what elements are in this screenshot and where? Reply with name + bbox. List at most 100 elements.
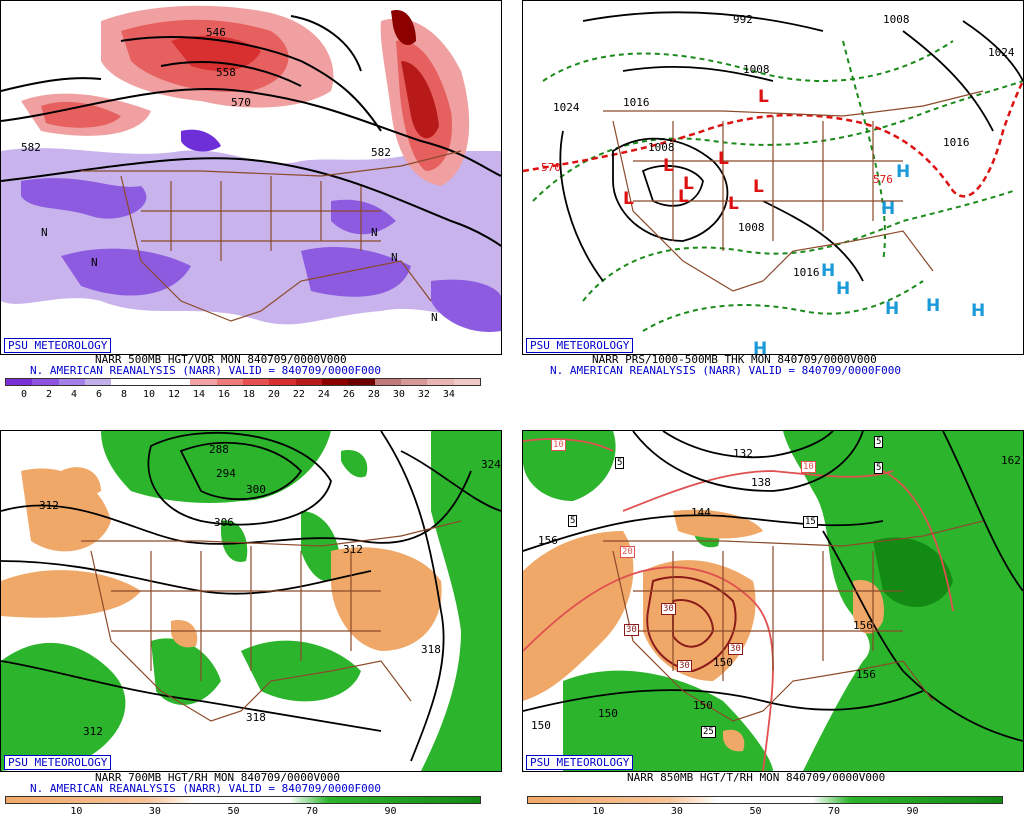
colorbar-tick-label: 2 <box>46 389 53 400</box>
high-pressure-marker: H <box>753 339 768 355</box>
colorbar-swatch <box>348 379 375 385</box>
high-pressure-marker: H <box>881 199 896 219</box>
isobar-label-992: 992 <box>733 13 753 26</box>
chart-title: NARR 850MB HGT/T/RH MON 840709/0000V000 <box>627 771 886 784</box>
high-pressure-marker: H <box>821 261 836 281</box>
height-label-312: 312 <box>343 543 363 556</box>
colorbar-swatch <box>32 379 59 385</box>
height-label-318: 318 <box>421 643 441 656</box>
height-label-288: 288 <box>209 443 229 456</box>
high-pressure-marker: H <box>896 162 911 182</box>
colorbar-tick-label: 30 <box>670 806 683 817</box>
chart-subtitle: N. AMERICAN REANALYSIS (NARR) VALID = 84… <box>30 364 381 377</box>
temp-label-box: 20 <box>620 546 635 558</box>
colorbar-swatch <box>453 379 480 385</box>
contour-label-582: 582 <box>21 141 41 154</box>
temp-label-box: 30 <box>624 624 639 636</box>
height-label-306: 306 <box>214 516 234 529</box>
psu-meteorology-badge: PSU METEOROLOGY <box>4 755 112 770</box>
colorbar-tick-label: 30 <box>148 806 161 817</box>
height-label-138: 138 <box>751 476 771 489</box>
vorticity-colorbar <box>5 378 481 386</box>
low-pressure-marker: L <box>678 187 689 207</box>
isobar-label-1008: 1008 <box>743 63 770 76</box>
high-pressure-marker: H <box>836 279 851 299</box>
low-pressure-marker: L <box>753 177 764 197</box>
height-label-156: 156 <box>856 668 876 681</box>
colorbar-tick-label: 28 <box>367 389 380 400</box>
vorticity-colorbar-ticks: 0 2 4 6 8 10 12 14 16 18 20 22 24 26 28 30 32 34 <box>5 389 481 401</box>
temp-label-box: 30 <box>661 603 676 615</box>
high-pressure-marker: H <box>926 296 941 316</box>
colorbar-tick-label: 10 <box>592 806 605 817</box>
colorbar-tick-label: 70 <box>305 806 319 817</box>
colorbar-swatch <box>321 379 349 385</box>
height-label-312: 312 <box>83 725 103 738</box>
height-label-132: 132 <box>733 447 753 460</box>
colorbar-tick-label: 12 <box>167 389 180 400</box>
map-850mb-temp-rh: 132 138 144 156 150 150 156 156 150 162 … <box>522 430 1024 772</box>
height-label-294: 294 <box>216 467 236 480</box>
low-pressure-marker: L <box>758 87 769 107</box>
temp-label-box: 25 <box>701 726 716 738</box>
colorbar-tick-label: 90 <box>384 806 397 817</box>
temp-label-box: 30 <box>728 643 743 655</box>
isobar-label-1016: 1016 <box>793 266 820 279</box>
colorbar-swatch <box>6 379 33 385</box>
colorbar-swatch <box>242 379 270 385</box>
colorbar-tick-label: 0 <box>21 389 28 400</box>
height-label-162: 162 <box>1001 454 1021 467</box>
colorbar-tick-label: 30 <box>392 389 405 400</box>
chart-subtitle: N. AMERICAN REANALYSIS (NARR) VALID = 84… <box>550 364 901 377</box>
colorbar-tick-label: 32 <box>417 389 430 400</box>
colorbar-swatch <box>58 379 85 385</box>
rh-colorbar <box>5 796 481 804</box>
thickness-label-576: 576 <box>873 173 893 186</box>
colorbar-tick-label: 34 <box>442 389 455 400</box>
colorbar-tick-label: 10 <box>142 389 156 400</box>
low-pressure-marker: L <box>718 149 729 169</box>
height-label-156: 156 <box>538 534 558 547</box>
high-pressure-marker: H <box>885 299 900 319</box>
chart-title: NARR PRS/1000-500MB THK MON 840709/0000V… <box>592 353 877 366</box>
high-pressure-marker: H <box>971 301 986 321</box>
colorbar-tick-label: 6 <box>95 389 103 400</box>
colorbar-tick-label: 50 <box>749 806 762 817</box>
height-label-312: 312 <box>39 499 59 512</box>
temp-label-box: 10 <box>551 439 566 451</box>
temp-rh-850-map-graphic: 132 138 144 156 150 150 156 156 150 162 … <box>523 431 1023 771</box>
vorticity-map-graphic: 546 558 570 582 582 N N N N N <box>1 5 501 332</box>
colorbar-tick-label: 14 <box>192 389 205 400</box>
vort-min-marker: N <box>371 226 378 239</box>
colorbar-tick-label: 16 <box>217 389 230 400</box>
colorbar-swatch <box>374 379 401 385</box>
colorbar-swatch <box>427 379 454 385</box>
vort-min-marker: N <box>431 311 438 324</box>
map-700mb-rh: 288 294 300 306 312 312 318 318 324 312 … <box>0 430 502 772</box>
colorbar-tick-label: 70 <box>827 806 841 817</box>
height-label-144: 144 <box>691 506 711 519</box>
map-mslp-thickness: 992 1008 1008 1024 1024 1016 1008 1008 1… <box>522 0 1024 355</box>
colorbar-swatch <box>400 379 428 385</box>
colorbar-swatch <box>216 379 243 385</box>
isobar-label-1016: 1016 <box>943 136 970 149</box>
isobar-label-1024: 1024 <box>553 101 580 114</box>
colorbar-tick-label: 8 <box>120 389 128 400</box>
temp-label-box: 5 <box>615 457 625 469</box>
rh-700-map-graphic: 288 294 300 306 312 312 318 318 324 312 <box>1 431 501 771</box>
psu-meteorology-badge: PSU METEOROLOGY <box>4 338 112 353</box>
colorbar-tick-label: 26 <box>342 389 355 400</box>
low-pressure-marker: L <box>663 156 674 176</box>
psu-meteorology-badge: PSU METEOROLOGY <box>526 338 634 353</box>
isobar-label-1016: 1016 <box>623 96 650 109</box>
chart-subtitle: N. AMERICAN REANALYSIS (NARR) VALID = 84… <box>30 782 381 795</box>
colorbar-tick-label: 24 <box>317 389 330 400</box>
vort-min-marker: N <box>391 251 398 264</box>
mslp-map-graphic: 992 1008 1008 1024 1024 1016 1008 1008 1… <box>523 11 1023 332</box>
temp-label-box: 5 <box>568 515 578 527</box>
height-label-150: 150 <box>598 707 618 720</box>
vort-min-marker: N <box>91 256 98 269</box>
psu-meteorology-badge: PSU METEOROLOGY <box>526 755 634 770</box>
isobar-label-1024: 1024 <box>988 46 1015 59</box>
temp-label-box: 30 <box>677 660 692 672</box>
